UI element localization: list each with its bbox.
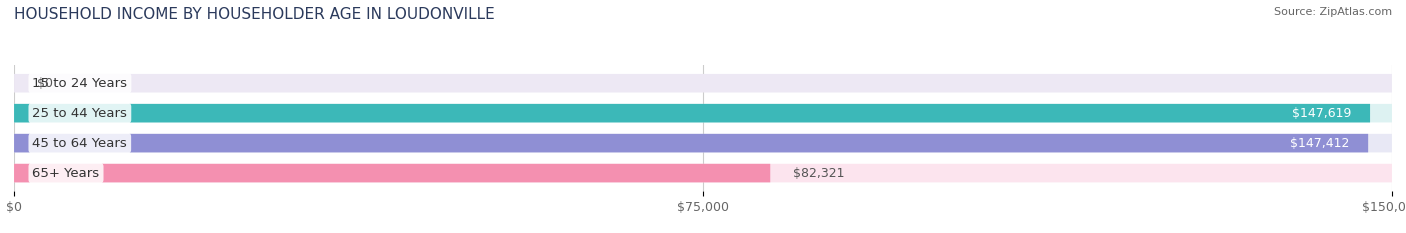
Text: $0: $0 — [37, 77, 53, 90]
Text: 65+ Years: 65+ Years — [32, 167, 100, 180]
FancyBboxPatch shape — [14, 74, 1392, 93]
FancyBboxPatch shape — [14, 134, 1392, 152]
Text: $147,619: $147,619 — [1292, 107, 1351, 120]
FancyBboxPatch shape — [14, 164, 1392, 182]
Text: 25 to 44 Years: 25 to 44 Years — [32, 107, 128, 120]
Text: 45 to 64 Years: 45 to 64 Years — [32, 137, 127, 150]
Text: Source: ZipAtlas.com: Source: ZipAtlas.com — [1274, 7, 1392, 17]
FancyBboxPatch shape — [14, 104, 1369, 123]
Text: 15 to 24 Years: 15 to 24 Years — [32, 77, 128, 90]
Text: $147,412: $147,412 — [1291, 137, 1350, 150]
Text: HOUSEHOLD INCOME BY HOUSEHOLDER AGE IN LOUDONVILLE: HOUSEHOLD INCOME BY HOUSEHOLDER AGE IN L… — [14, 7, 495, 22]
FancyBboxPatch shape — [14, 164, 770, 182]
Text: $82,321: $82,321 — [793, 167, 845, 180]
FancyBboxPatch shape — [14, 134, 1368, 152]
FancyBboxPatch shape — [14, 104, 1392, 123]
